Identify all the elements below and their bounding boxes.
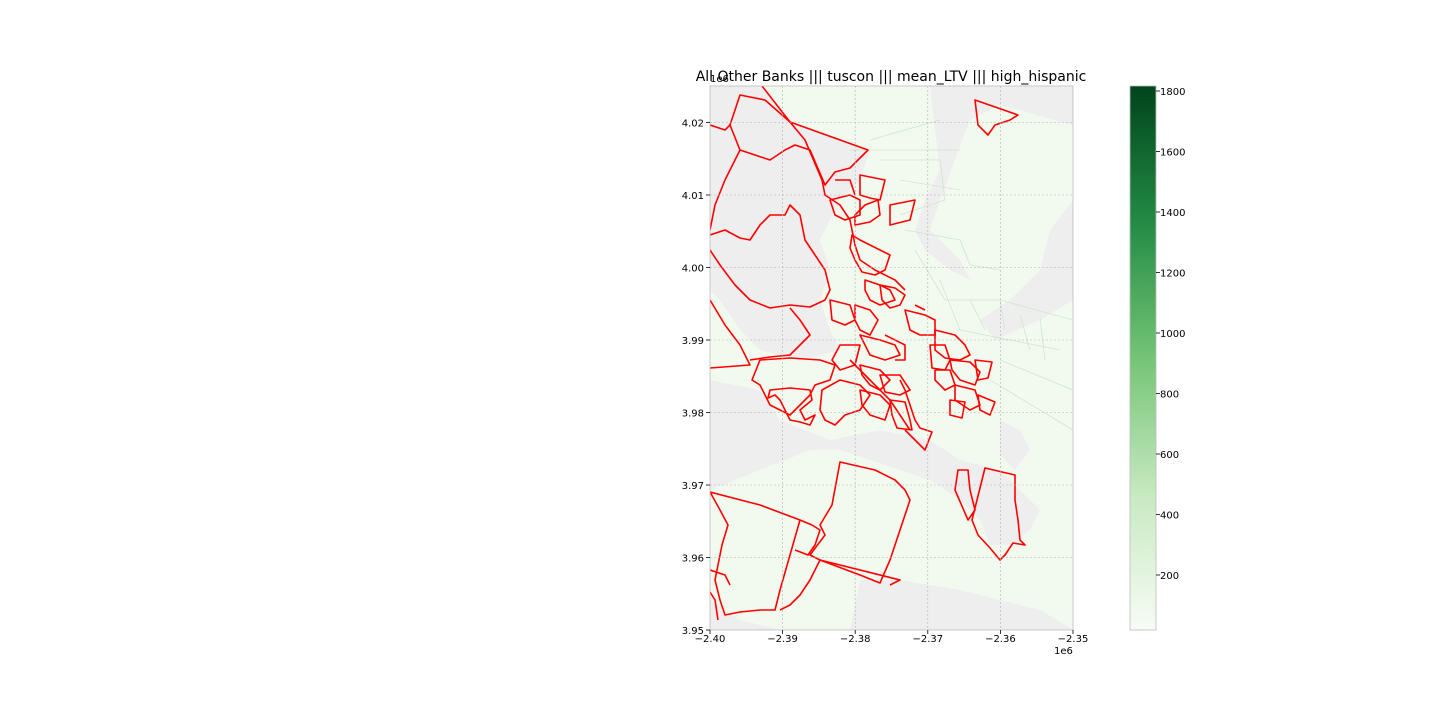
y-tick-label: 4.00 bbox=[682, 264, 704, 275]
x-tick-label: −2.37 bbox=[912, 634, 943, 645]
colorbar: 200 400 600 800 1000 1200 1400 1600 1800 bbox=[1129, 85, 1185, 631]
colorbar-tick-label: 1400 bbox=[1160, 208, 1185, 219]
y-tick-label: 3.96 bbox=[682, 554, 704, 565]
x-axis: −2.40 −2.39 −2.38 −2.37 −2.36 −2.35 1e6 bbox=[695, 630, 1089, 657]
y-tick-label: 3.98 bbox=[682, 409, 704, 420]
y-tick-label: 3.99 bbox=[682, 336, 704, 347]
colorbar-tick-label: 600 bbox=[1160, 450, 1179, 461]
x-tick-label: −2.38 bbox=[840, 634, 871, 645]
x-tick-label: −2.35 bbox=[1058, 634, 1089, 645]
tract-boundaries bbox=[850, 119, 1073, 431]
y-tick-label: 3.95 bbox=[682, 626, 704, 637]
y-offset-label: 1e6 bbox=[710, 74, 729, 85]
gridlines bbox=[710, 86, 1073, 630]
colorbar-tick-label: 1600 bbox=[1160, 148, 1185, 159]
x-tick-label: −2.40 bbox=[695, 634, 726, 645]
y-tick-label: 4.02 bbox=[682, 119, 704, 130]
colorbar-tick-label: 1000 bbox=[1160, 329, 1185, 340]
highlighted-tracts bbox=[710, 86, 1026, 621]
colorbar-tick-label: 800 bbox=[1160, 390, 1179, 401]
map-layers bbox=[710, 86, 1073, 630]
map-title: All Other Banks ||| tuscon ||| mean_LTV … bbox=[696, 69, 1087, 85]
background-land bbox=[710, 86, 1073, 630]
colorbar-gradient bbox=[1129, 85, 1157, 631]
x-tick-label: −2.36 bbox=[985, 634, 1016, 645]
map-axes: −2.40 −2.39 −2.38 −2.37 −2.36 −2.35 1e6 … bbox=[682, 74, 1089, 657]
y-axis: 3.95 3.96 3.97 3.98 3.99 4.00 4.01 4.02 … bbox=[682, 74, 729, 637]
colorbar-tick-label: 400 bbox=[1160, 511, 1179, 522]
colorbar-tick-label: 1200 bbox=[1160, 269, 1185, 280]
x-tick-label: −2.39 bbox=[767, 634, 798, 645]
y-tick-label: 4.01 bbox=[682, 191, 704, 202]
x-offset-label: 1e6 bbox=[1054, 646, 1073, 657]
colorbar-tick-label: 1800 bbox=[1160, 87, 1185, 98]
y-tick-label: 3.97 bbox=[682, 481, 704, 492]
colorbar-tick-label: 200 bbox=[1160, 571, 1179, 582]
axes-frame bbox=[709, 85, 1074, 631]
